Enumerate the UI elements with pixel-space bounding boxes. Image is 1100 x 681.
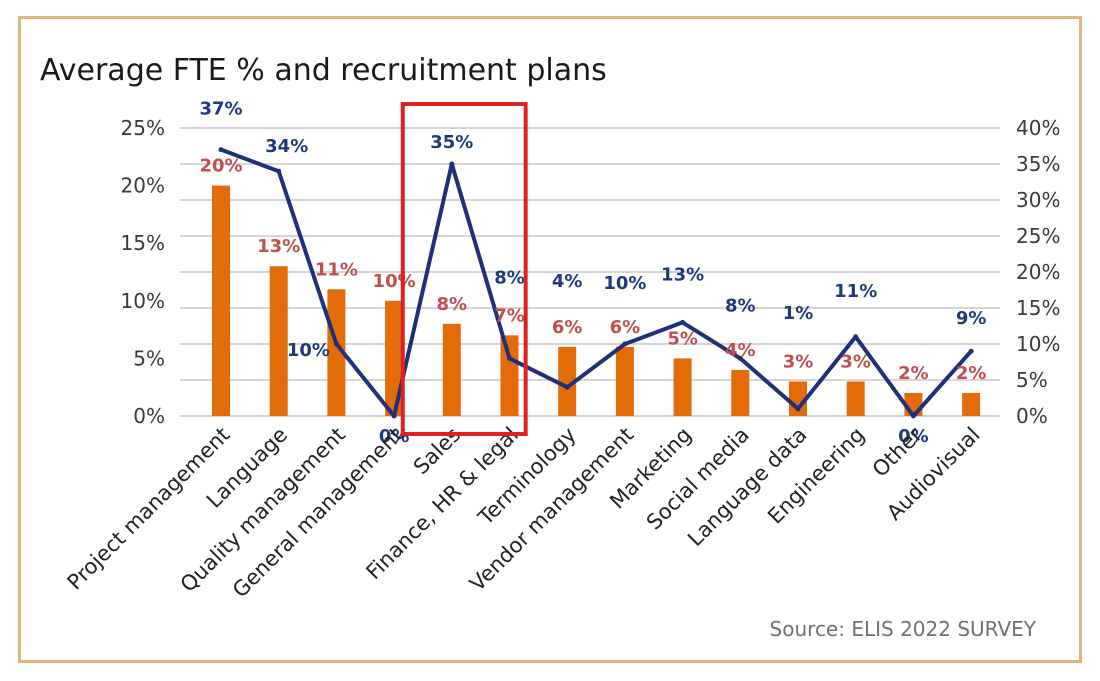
right-tick-label: 10% bbox=[1016, 332, 1060, 356]
bar bbox=[442, 323, 461, 416]
line-data-label: 13% bbox=[661, 264, 704, 285]
bar-data-label: 3% bbox=[783, 351, 814, 372]
bar-data-label: 8% bbox=[437, 294, 468, 315]
line-data-label: 10% bbox=[287, 340, 330, 361]
line-point bbox=[622, 341, 628, 347]
bar-data-label: 6% bbox=[610, 317, 641, 338]
line-point bbox=[276, 168, 282, 174]
line-data-label: 35% bbox=[430, 132, 473, 153]
line-data-label: 1% bbox=[783, 303, 814, 324]
bar bbox=[385, 300, 404, 416]
source-note: Source: ELIS 2022 SURVEY bbox=[770, 617, 1037, 641]
series-line bbox=[220, 147, 973, 418]
chart-frame bbox=[18, 16, 1082, 663]
bar-data-label: 3% bbox=[840, 351, 871, 372]
right-tick-label: 30% bbox=[1016, 188, 1060, 212]
right-tick-label: 0% bbox=[1016, 404, 1048, 428]
right-tick-label: 20% bbox=[1016, 260, 1060, 284]
left-tick-label: 5% bbox=[133, 346, 165, 370]
bar-data-labels: 20% 13% 11% 10% 8% 7% 6% 6% 5% 4% 3% 3% 2% 2% bbox=[199, 156, 986, 384]
right-tick-label: 35% bbox=[1016, 152, 1060, 176]
line-point bbox=[910, 413, 916, 419]
bar bbox=[846, 381, 865, 416]
gridlines bbox=[180, 127, 1000, 417]
bar-data-label: 20% bbox=[199, 156, 242, 177]
line-point bbox=[968, 348, 974, 354]
bar bbox=[327, 289, 346, 416]
left-axis: 0% 5% 10% 15% 20% 25% bbox=[121, 116, 165, 428]
line-point bbox=[333, 341, 339, 347]
bar bbox=[673, 358, 692, 416]
bar bbox=[615, 346, 634, 416]
bar-data-label: 4% bbox=[725, 340, 756, 361]
line-point bbox=[564, 384, 570, 390]
line-series bbox=[218, 147, 974, 419]
line-data-label: 34% bbox=[265, 136, 308, 157]
line-data-label: 0% bbox=[898, 426, 929, 447]
highlight-rect bbox=[400, 102, 528, 436]
bar-data-label: 11% bbox=[315, 259, 358, 280]
line-point bbox=[449, 161, 455, 167]
bar-data-label: 5% bbox=[667, 328, 698, 349]
right-axis: 0% 5% 10% 15% 20% 25% 30% 35% 40% bbox=[1016, 116, 1060, 428]
left-tick-label: 0% bbox=[133, 404, 165, 428]
bar bbox=[731, 369, 750, 416]
bar-data-label: 2% bbox=[898, 363, 929, 384]
bar bbox=[500, 335, 519, 416]
bar bbox=[212, 185, 230, 416]
line-data-label: 11% bbox=[834, 281, 877, 302]
left-tick-label: 20% bbox=[121, 174, 165, 198]
left-tick-label: 10% bbox=[121, 289, 165, 313]
category-label: Social media bbox=[642, 423, 754, 535]
line-point bbox=[795, 406, 801, 412]
line-data-label: 37% bbox=[199, 99, 242, 120]
line-data-label: 9% bbox=[956, 308, 987, 329]
line-point bbox=[737, 355, 743, 361]
line-point bbox=[507, 355, 512, 361]
chart-title: Average FTE % and recruitment plans bbox=[40, 53, 607, 88]
line-data-labels: 37%34%10%0%35%8% 4% 10% 13%8% 1%11%0%9% bbox=[199, 99, 986, 447]
bar-data-label: 2% bbox=[956, 363, 987, 384]
highlight-box bbox=[400, 102, 528, 436]
bar bbox=[269, 266, 288, 416]
line-point bbox=[680, 319, 686, 325]
line-data-label: 10% bbox=[603, 273, 646, 294]
line-data-label: 8% bbox=[725, 295, 756, 316]
right-tick-label: 40% bbox=[1016, 116, 1060, 140]
bar-series bbox=[212, 185, 981, 416]
line-data-label: 8% bbox=[494, 267, 525, 288]
bar bbox=[558, 346, 577, 416]
line-data-label: 4% bbox=[552, 271, 583, 292]
right-tick-label: 25% bbox=[1016, 224, 1060, 248]
right-tick-label: 15% bbox=[1016, 296, 1060, 320]
bar bbox=[962, 392, 981, 416]
line-point bbox=[391, 413, 397, 419]
bar-data-label: 7% bbox=[494, 305, 525, 326]
left-tick-label: 15% bbox=[121, 231, 165, 255]
line-point bbox=[218, 147, 224, 153]
bar-data-label: 13% bbox=[257, 236, 300, 257]
bar-data-label: 10% bbox=[373, 271, 416, 292]
line-point bbox=[853, 334, 859, 340]
right-tick-label: 5% bbox=[1016, 368, 1048, 392]
bar-data-label: 6% bbox=[552, 317, 583, 338]
left-tick-label: 25% bbox=[121, 116, 165, 140]
